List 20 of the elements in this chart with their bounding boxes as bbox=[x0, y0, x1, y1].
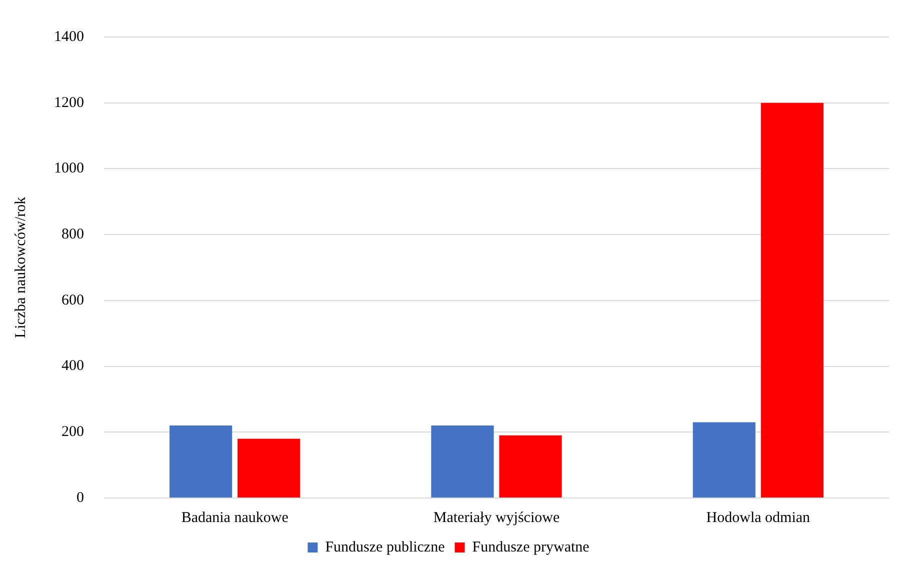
y-tick-label: 1200 bbox=[54, 94, 84, 111]
x-tick-label: Materiały wyjściowe bbox=[433, 510, 560, 526]
x-tick-label: Badania naukowe bbox=[181, 510, 289, 526]
y-tick-label: 200 bbox=[62, 424, 84, 440]
y-tick-label: 0 bbox=[76, 490, 84, 506]
bar bbox=[692, 422, 756, 498]
bar bbox=[170, 426, 232, 498]
x-tick-label: Hodowla odmian bbox=[706, 510, 811, 526]
bar bbox=[431, 426, 494, 498]
y-tick-label: 1400 bbox=[54, 28, 84, 45]
y-tick-label: 400 bbox=[62, 358, 84, 374]
y-axis-title: Liczba naukowców/rok bbox=[12, 196, 29, 338]
bar bbox=[238, 438, 300, 498]
y-tick-label: 800 bbox=[62, 226, 84, 243]
y-tick-label: 1000 bbox=[54, 160, 84, 177]
bar bbox=[499, 435, 562, 498]
legend-label: Fundusze publiczne bbox=[325, 539, 446, 556]
legend-label: Fundusze prywatne bbox=[472, 539, 590, 556]
y-tick-label: 600 bbox=[62, 292, 84, 308]
bar bbox=[760, 102, 824, 498]
